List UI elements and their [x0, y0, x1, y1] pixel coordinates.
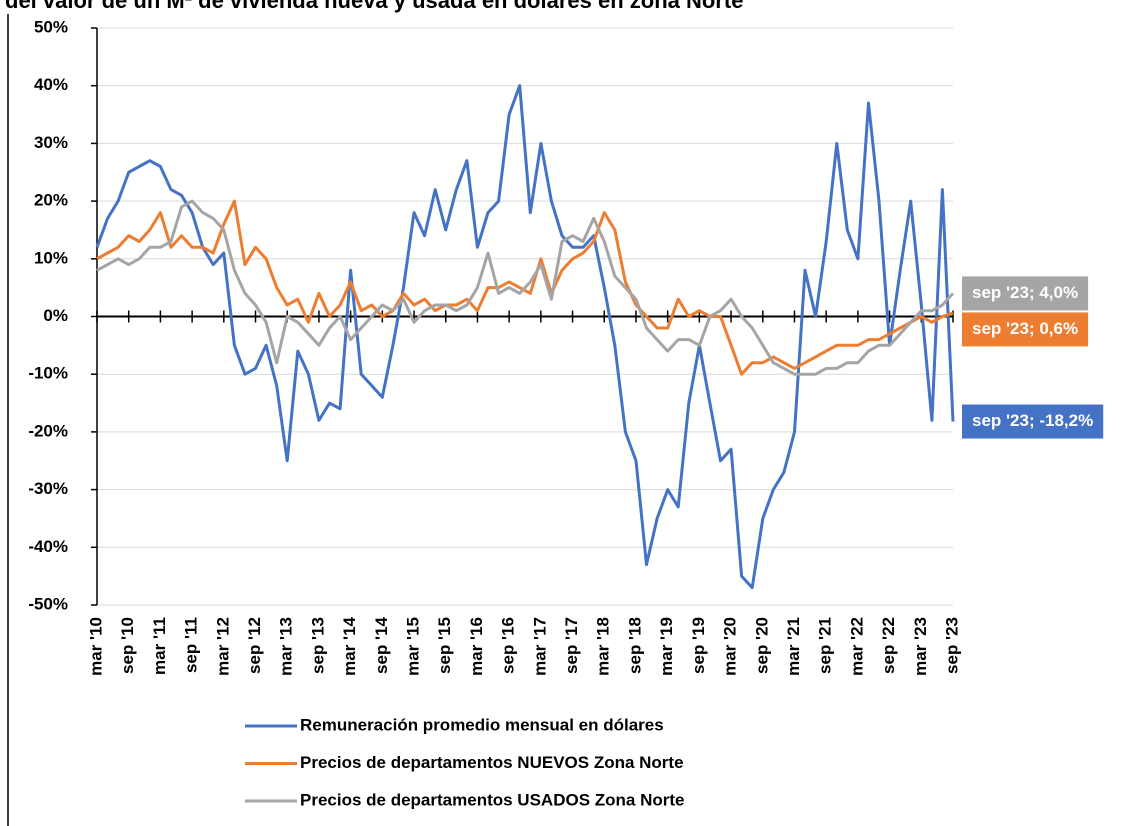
x-tick-label: sep '22 [879, 617, 898, 674]
x-tick-label: sep '10 [118, 617, 137, 674]
y-tick-label: 20% [34, 191, 68, 210]
x-tick-label: mar '14 [340, 616, 359, 675]
x-tick-label: mar '21 [784, 617, 803, 676]
y-tick-label: 10% [34, 248, 68, 267]
x-tick-label: sep '21 [816, 617, 835, 674]
x-tick-label: mar '20 [721, 617, 740, 676]
x-tick-label: mar '16 [467, 617, 486, 676]
data-label-text: sep '23; -18,2% [972, 411, 1093, 430]
x-tick-label: sep '12 [245, 617, 264, 674]
x-tick-label: mar '19 [657, 617, 676, 676]
legend-label: Remuneración promedio mensual en dólares [300, 715, 664, 734]
x-tick-label: sep '14 [372, 616, 391, 674]
y-tick-label: 40% [34, 75, 68, 94]
y-tick-label: -40% [28, 537, 68, 556]
x-tick-label: sep '23 [942, 617, 961, 674]
x-tick-label: sep '19 [689, 617, 708, 674]
x-tick-label: mar '22 [847, 617, 866, 676]
data-label: sep '23; 4,0% [962, 276, 1089, 311]
series-line [96, 199, 955, 376]
x-tick-label: sep '20 [752, 617, 771, 674]
y-tick-label: -10% [28, 364, 68, 383]
x-tick-label: sep '16 [499, 617, 518, 674]
chart-title: del valor de un M² de vivienda nueva y u… [5, 0, 743, 13]
x-tick-label: mar '17 [530, 617, 549, 676]
data-label-text: sep '23; 4,0% [972, 283, 1078, 302]
data-label-box [962, 404, 1104, 439]
x-tick-label: mar '10 [86, 617, 105, 676]
x-tick-label: mar '18 [594, 617, 613, 676]
y-tick-label: 0% [43, 306, 68, 325]
x-tick-label: sep '13 [308, 617, 327, 674]
y-tick-label: 30% [34, 133, 68, 152]
x-tick-label: sep '11 [182, 617, 201, 673]
y-tick-label: -50% [28, 594, 68, 613]
y-tick-label: -30% [28, 479, 68, 498]
x-tick-label: mar '23 [911, 617, 930, 676]
data-label-box [962, 312, 1089, 347]
data-label-box [962, 276, 1089, 311]
x-tick-label: mar '11 [150, 617, 169, 675]
legend-label: Precios de departamentos USADOS Zona Nor… [300, 790, 684, 809]
x-tick-label: mar '13 [277, 617, 296, 676]
y-tick-label: 50% [34, 17, 68, 36]
x-tick-label: sep '18 [625, 617, 644, 674]
x-tick-label: sep '15 [435, 617, 454, 674]
data-label-text: sep '23; 0,6% [972, 319, 1078, 338]
x-tick-label: sep '17 [562, 617, 581, 674]
x-tick-label: mar '12 [213, 617, 232, 676]
y-tick-label: -20% [28, 421, 68, 440]
legend-label: Precios de departamentos NUEVOS Zona Nor… [300, 753, 684, 772]
data-label: sep '23; 0,6% [962, 312, 1089, 347]
data-label: sep '23; -18,2% [962, 404, 1104, 439]
x-tick-label: mar '15 [404, 617, 423, 676]
series-line [95, 84, 955, 590]
series-line [96, 199, 954, 376]
